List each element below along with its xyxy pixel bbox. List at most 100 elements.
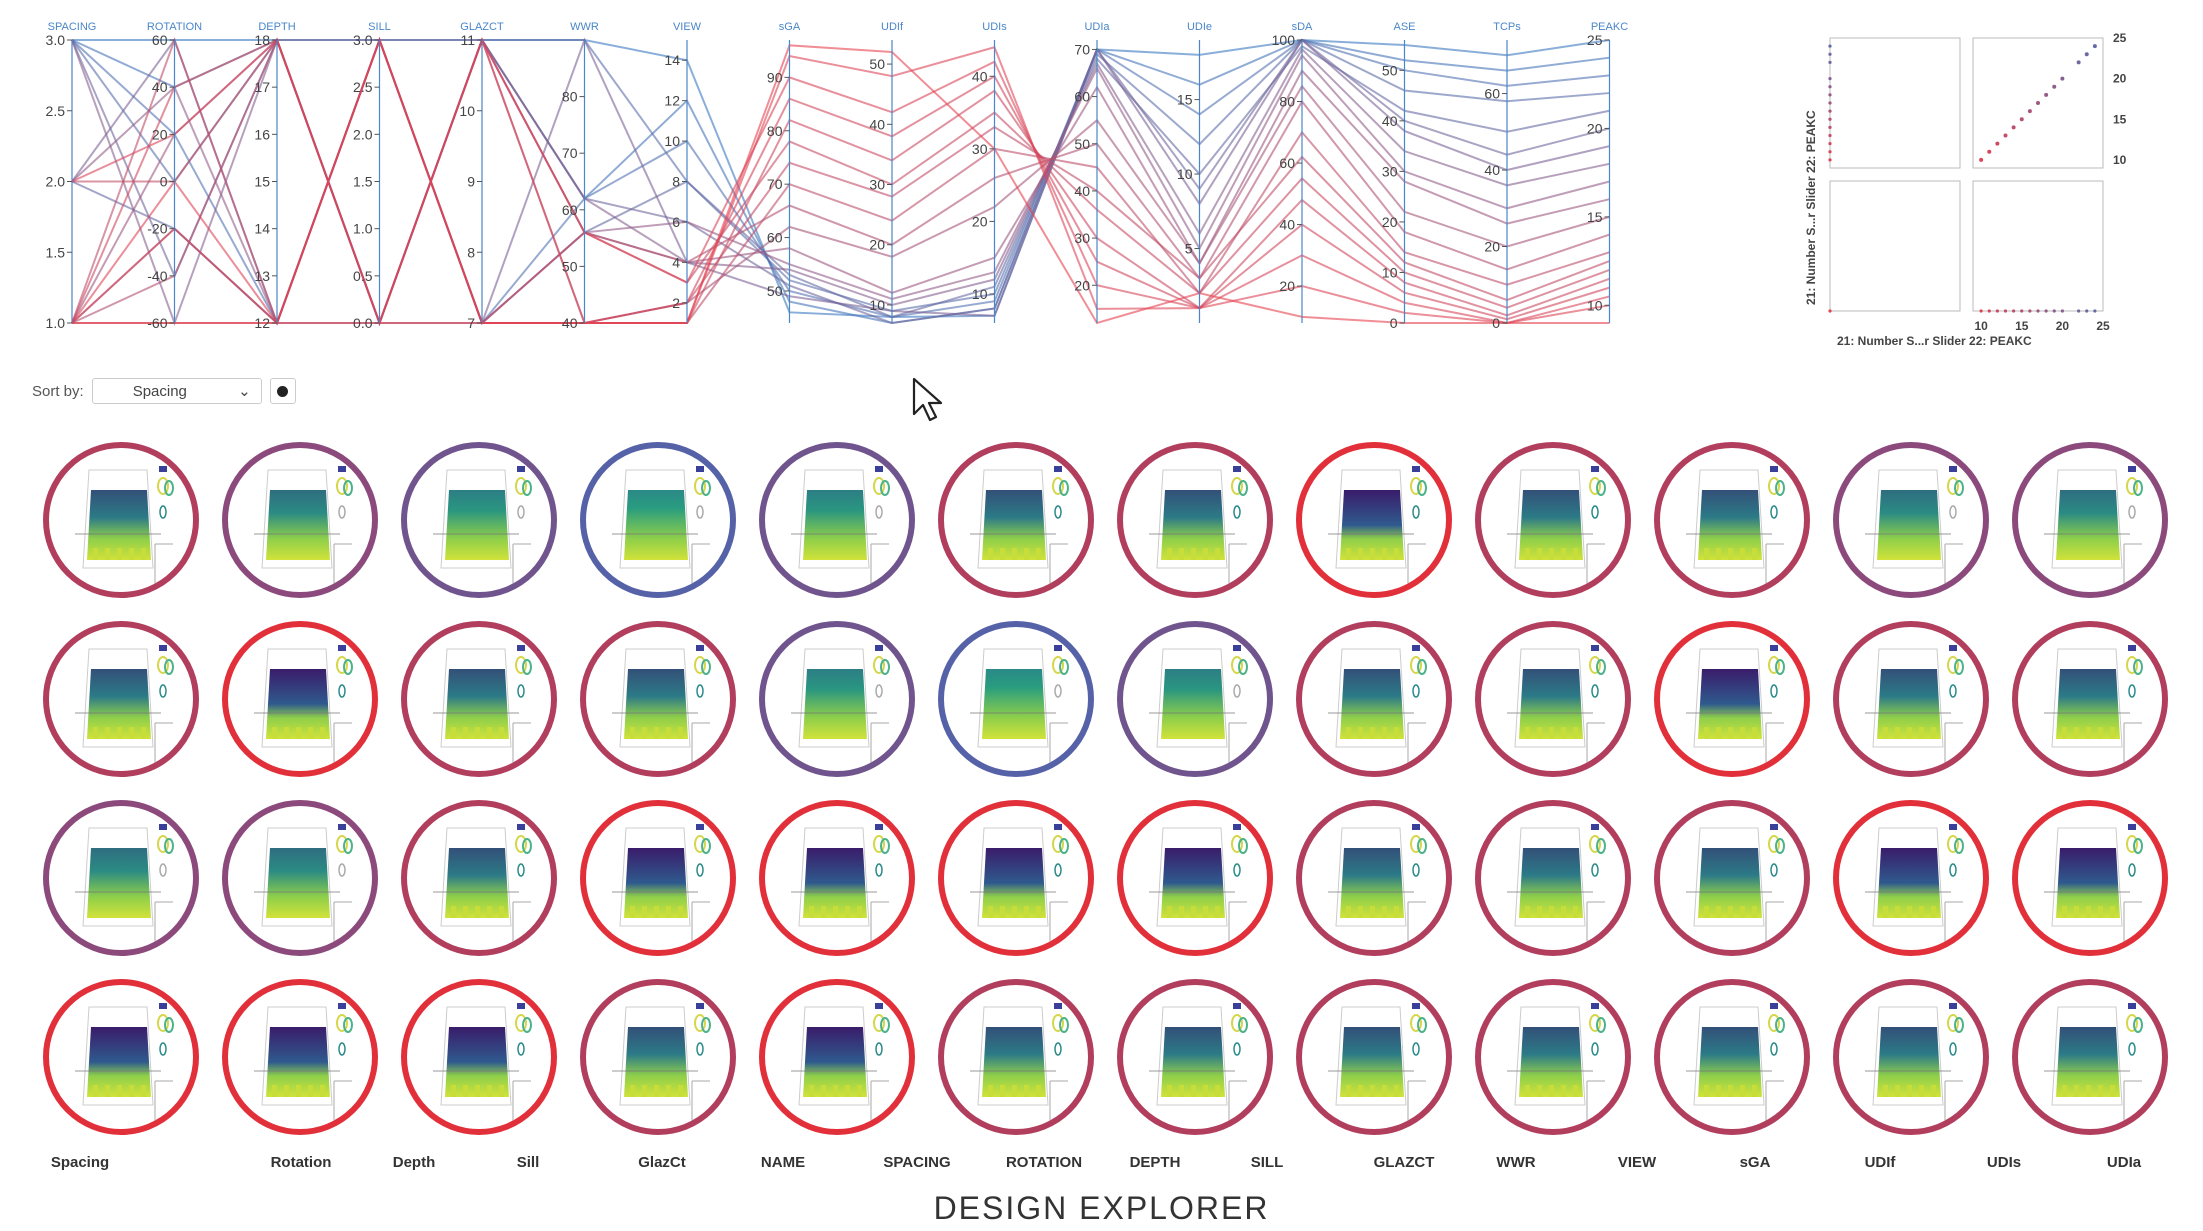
room-outline bbox=[1872, 827, 1944, 927]
design-thumbnail[interactable] bbox=[1654, 800, 1810, 956]
design-thumbnail[interactable] bbox=[759, 442, 915, 598]
design-thumbnail[interactable] bbox=[43, 979, 199, 1135]
legend-ring bbox=[1596, 838, 1606, 854]
heatmap-bar bbox=[1358, 1085, 1363, 1097]
design-thumbnail[interactable] bbox=[759, 979, 915, 1135]
axis-label: sDA bbox=[1292, 21, 1313, 33]
heatmap-surface bbox=[982, 669, 1046, 739]
legend-frame bbox=[1049, 722, 1068, 767]
design-thumbnail[interactable] bbox=[1833, 621, 1989, 777]
design-thumbnail[interactable] bbox=[1475, 800, 1631, 956]
design-thumbnail[interactable] bbox=[938, 979, 1094, 1135]
scatter-point bbox=[2093, 309, 2097, 313]
design-thumbnail[interactable] bbox=[1117, 979, 1273, 1135]
heatmap-bar bbox=[821, 906, 826, 918]
legend-ring bbox=[522, 838, 532, 854]
design-thumbnail[interactable] bbox=[1833, 979, 1989, 1135]
heatmap-preview bbox=[254, 1003, 353, 1125]
design-thumbnail[interactable] bbox=[938, 442, 1094, 598]
heatmap-bar bbox=[1895, 1085, 1900, 1097]
legend-ring bbox=[336, 656, 348, 674]
heatmap-surface bbox=[1877, 669, 1941, 739]
design-thumbnail[interactable] bbox=[1117, 621, 1273, 777]
column-label[interactable]: UDIf bbox=[1864, 1154, 1896, 1171]
legend-frame bbox=[154, 1080, 173, 1125]
tick-label: 2 bbox=[672, 295, 680, 311]
design-thumbnail[interactable] bbox=[401, 800, 557, 956]
design-thumbnail[interactable] bbox=[1296, 979, 1452, 1135]
heatmap-bar bbox=[821, 1085, 826, 1097]
column-label[interactable]: WWR bbox=[1496, 1154, 1536, 1171]
design-thumbnail[interactable] bbox=[2012, 442, 2168, 598]
design-thumbnail[interactable] bbox=[43, 800, 199, 956]
design-thumbnail[interactable] bbox=[1296, 800, 1452, 956]
design-thumbnail[interactable] bbox=[759, 621, 915, 777]
column-label[interactable]: GLAZCT bbox=[1373, 1154, 1435, 1171]
scatter-point bbox=[2003, 133, 2008, 138]
axis-label: VIEW bbox=[673, 21, 702, 33]
heatmap-bar bbox=[451, 906, 456, 918]
design-thumbnail[interactable] bbox=[938, 621, 1094, 777]
sort-order-button[interactable] bbox=[269, 378, 296, 404]
design-thumbnail[interactable] bbox=[1475, 442, 1631, 598]
design-thumbnail[interactable] bbox=[1475, 979, 1631, 1135]
column-label[interactable]: Rotation bbox=[270, 1154, 332, 1171]
column-label[interactable]: SPACING bbox=[883, 1154, 951, 1171]
tick-label: 3.0 bbox=[353, 32, 373, 48]
column-label[interactable]: Depth bbox=[392, 1154, 436, 1171]
design-thumbnail[interactable] bbox=[580, 621, 736, 777]
column-label[interactable]: Spacing bbox=[50, 1154, 110, 1171]
column-label[interactable]: sGA bbox=[1739, 1154, 1771, 1171]
parallel-coordinates-chart[interactable]: SPACING 1.0 1.5 2.0 2.5 3.0 ROTATION -60 -40 -20 0… bbox=[0, 0, 1700, 345]
column-label[interactable]: Sill bbox=[516, 1154, 540, 1171]
column-label[interactable]: DEPTH bbox=[1129, 1154, 1181, 1171]
sort-select[interactable]: Spacing ⌄ bbox=[91, 378, 262, 404]
design-thumbnail[interactable] bbox=[401, 979, 557, 1135]
design-thumbnail[interactable] bbox=[1117, 442, 1273, 598]
heatmap-bar bbox=[1704, 906, 1709, 918]
column-label[interactable]: GlazCt bbox=[638, 1154, 686, 1171]
heatmap-bar bbox=[93, 727, 98, 739]
scatter-point bbox=[1995, 309, 1999, 313]
design-thumbnail[interactable] bbox=[580, 979, 736, 1135]
tick-label: 0 bbox=[1390, 315, 1398, 331]
design-thumbnail[interactable] bbox=[2012, 800, 2168, 956]
legend-ring bbox=[157, 835, 169, 853]
design-thumbnail[interactable] bbox=[401, 442, 557, 598]
design-thumbnail[interactable] bbox=[222, 442, 378, 598]
column-label[interactable]: UDIs bbox=[1986, 1154, 2022, 1171]
column-label[interactable]: VIEW bbox=[1617, 1154, 1657, 1171]
design-thumbnail[interactable] bbox=[580, 800, 736, 956]
heatmap-preview bbox=[75, 466, 174, 588]
design-thumbnail[interactable] bbox=[1654, 621, 1810, 777]
design-thumbnail[interactable] bbox=[1654, 442, 1810, 598]
design-thumbnail[interactable] bbox=[1833, 442, 1989, 598]
design-thumbnail[interactable] bbox=[759, 800, 915, 956]
design-thumbnail[interactable] bbox=[2012, 621, 2168, 777]
design-thumbnail[interactable] bbox=[2012, 979, 2168, 1135]
design-thumbnail[interactable] bbox=[1475, 621, 1631, 777]
design-thumbnail[interactable] bbox=[222, 621, 378, 777]
heatmap-bar bbox=[1000, 906, 1005, 918]
design-thumbnail[interactable] bbox=[938, 800, 1094, 956]
design-thumbnail[interactable] bbox=[1296, 621, 1452, 777]
heatmap-bar bbox=[1525, 548, 1530, 560]
design-thumbnail[interactable] bbox=[43, 621, 199, 777]
column-label[interactable]: UDIa bbox=[2106, 1154, 2142, 1171]
design-thumbnail[interactable] bbox=[43, 442, 199, 598]
scatter-point bbox=[1828, 52, 1832, 56]
design-thumbnail[interactable] bbox=[401, 621, 557, 777]
column-label[interactable]: NAME bbox=[760, 1154, 806, 1171]
column-label[interactable]: SILL bbox=[1250, 1154, 1284, 1171]
column-label[interactable]: ROTATION bbox=[1005, 1154, 1083, 1171]
design-thumbnail[interactable] bbox=[1296, 442, 1452, 598]
design-thumbnail[interactable] bbox=[580, 442, 736, 598]
design-thumbnail[interactable] bbox=[1833, 800, 1989, 956]
tick-label: 60 bbox=[562, 202, 578, 218]
design-thumbnail[interactable] bbox=[222, 979, 378, 1135]
design-thumbnail[interactable] bbox=[1117, 800, 1273, 956]
design-thumbnail[interactable] bbox=[222, 800, 378, 956]
heatmap-preview bbox=[970, 824, 1069, 946]
heatmap-bar bbox=[2098, 906, 2103, 918]
design-thumbnail[interactable] bbox=[1654, 979, 1810, 1135]
